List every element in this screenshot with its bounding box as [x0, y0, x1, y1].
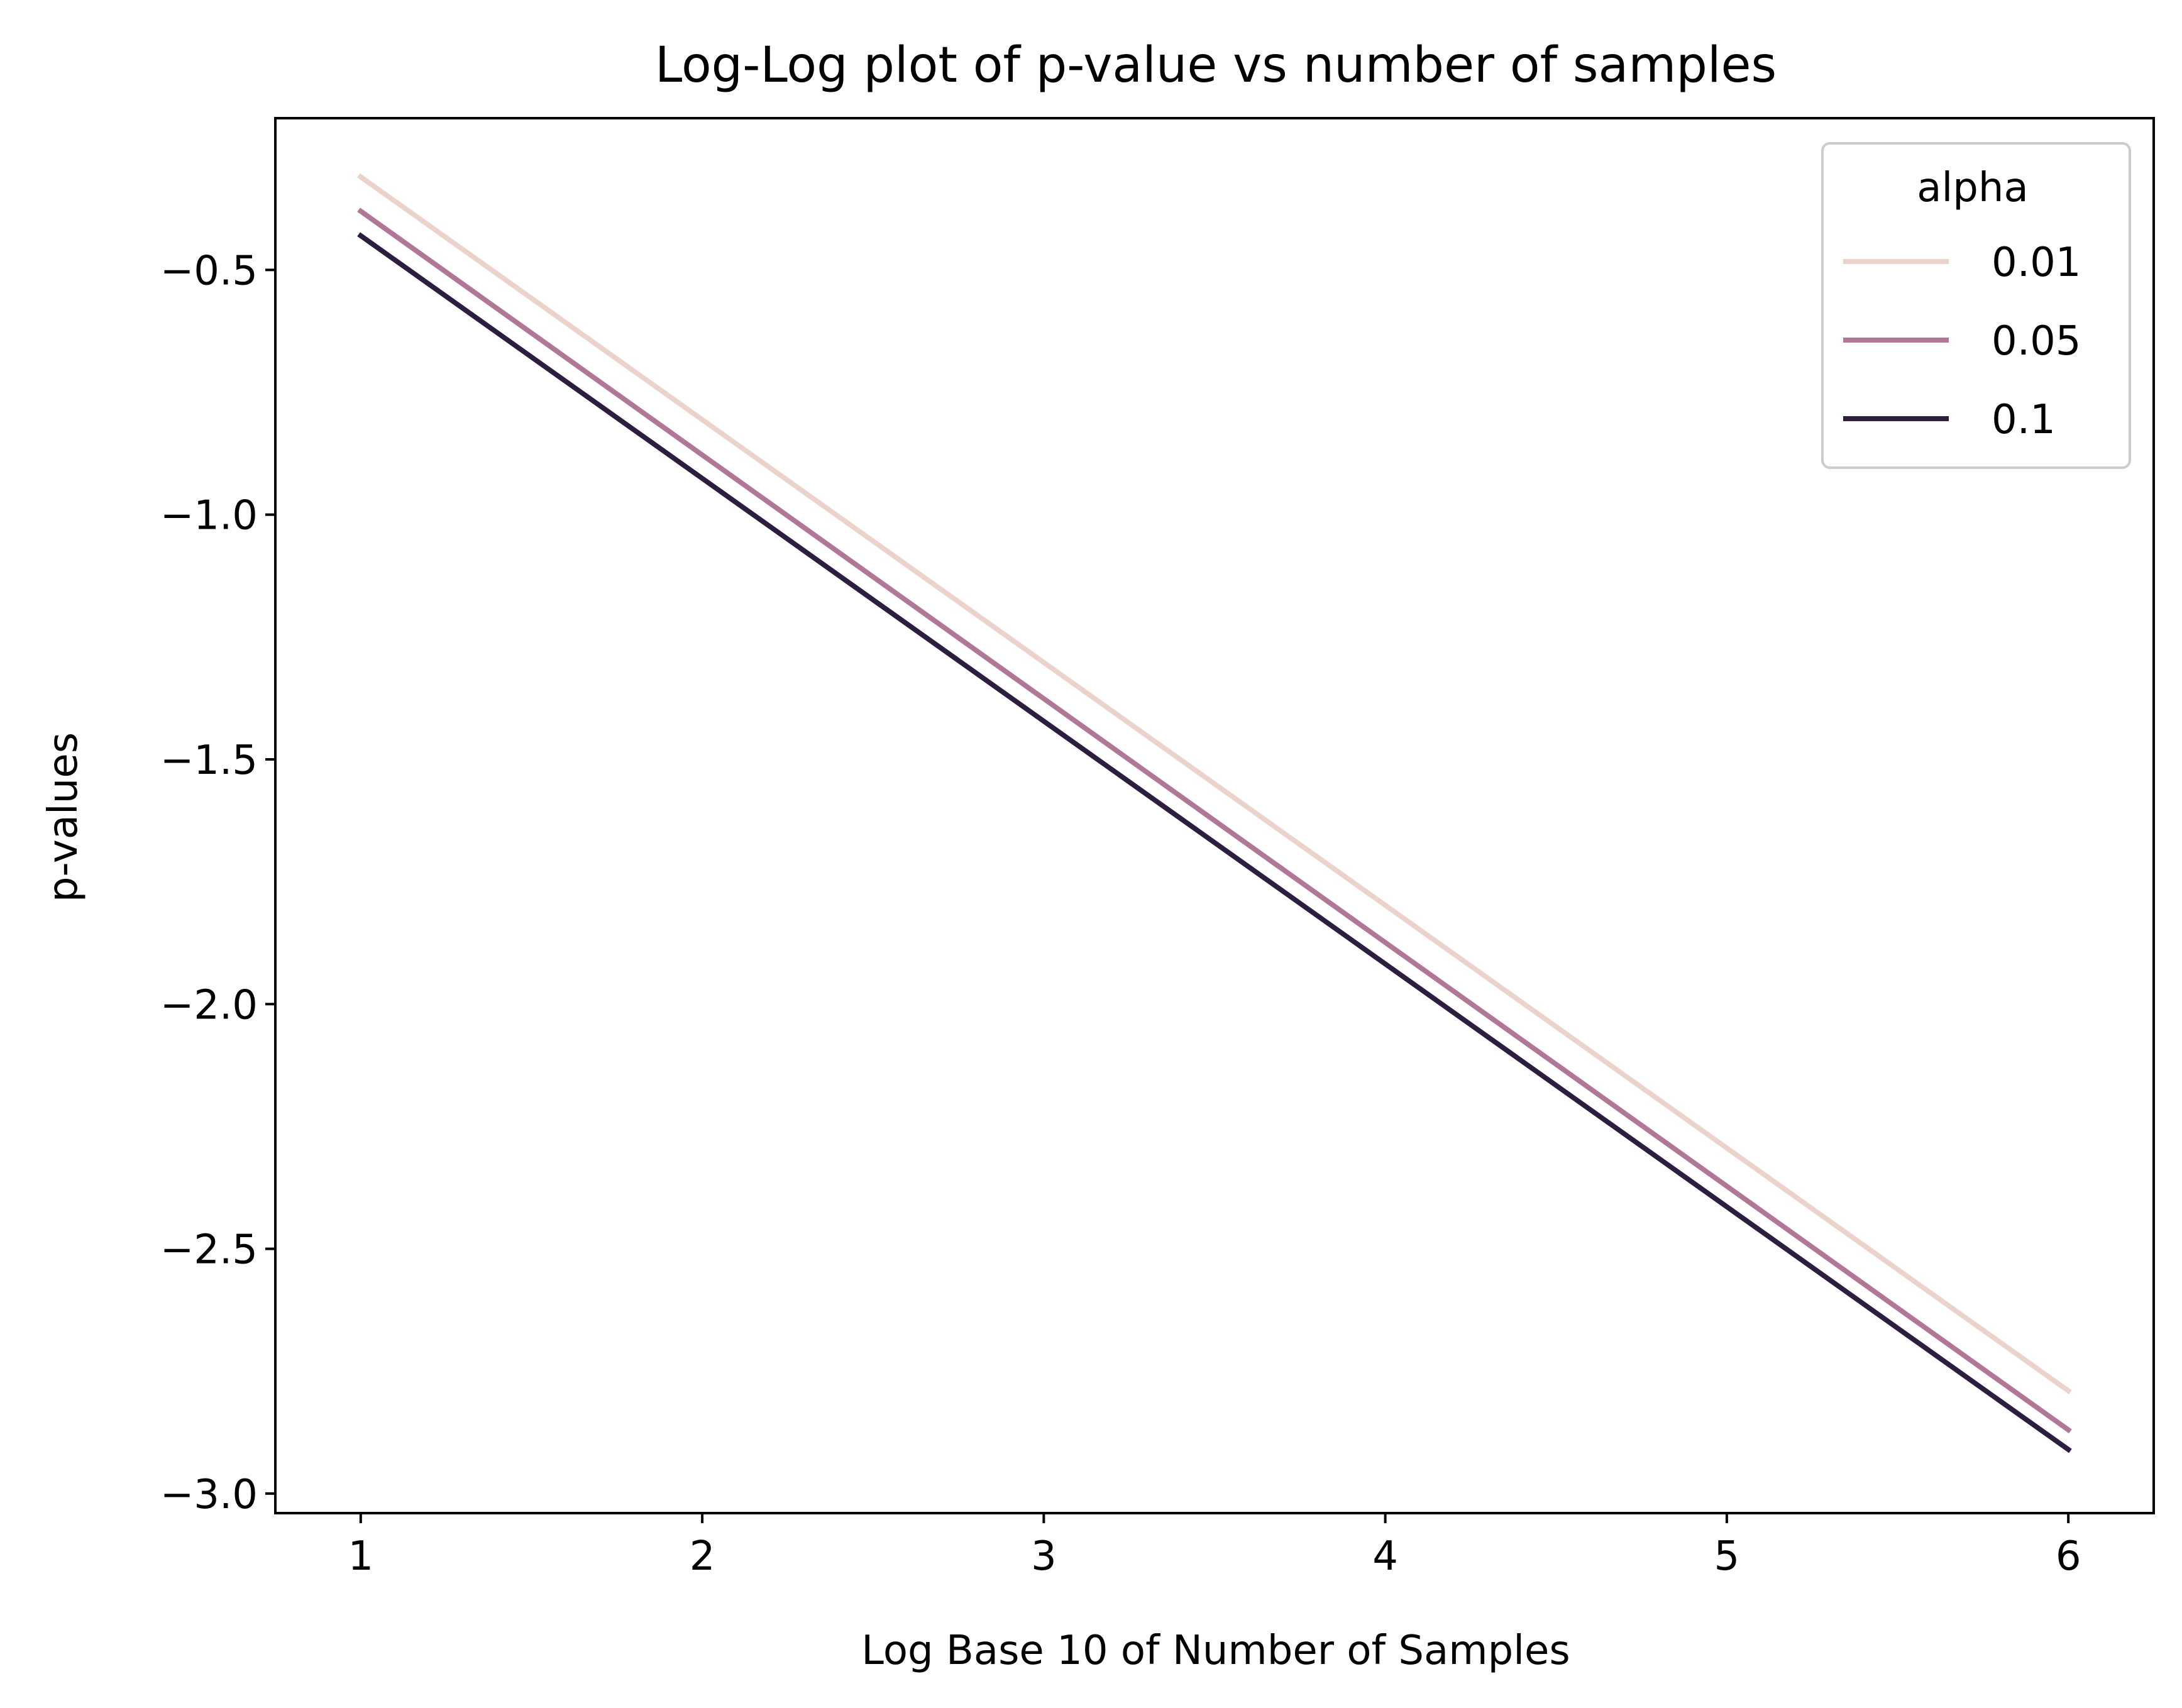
- y-tick-label: −3.0: [160, 1472, 258, 1518]
- legend: alpha 0.01 0.05 0.1: [1821, 142, 2131, 469]
- x-tick-label: 3: [1031, 1533, 1057, 1580]
- x-tick-label: 6: [2056, 1533, 2081, 1580]
- y-tick-label: −1.0: [160, 493, 258, 539]
- y-tick-label: −0.5: [160, 248, 258, 294]
- x-axis-title: Log Base 10 of Number of Samples: [861, 1628, 1570, 1674]
- y-tick-label: −1.5: [160, 737, 258, 784]
- series-line-0.1: [357, 232, 2072, 1453]
- x-tick-label: 2: [690, 1533, 715, 1580]
- x-tick-label: 4: [1372, 1533, 1398, 1580]
- chart-title: Log-Log plot of p-value vs number of sam…: [655, 37, 1777, 94]
- legend-label-0.1: 0.1: [1992, 397, 2056, 443]
- x-axis: 1 2 3 4 5 6: [348, 1513, 2081, 1580]
- y-tick-label: −2.5: [160, 1227, 258, 1274]
- legend-label-0.01: 0.01: [1992, 240, 2081, 286]
- series-line-0.01: [357, 173, 2072, 1394]
- legend-box: [1821, 142, 2131, 469]
- y-tick-label: −2.0: [160, 982, 258, 1028]
- legend-entries: 0.01 0.05 0.1: [1843, 240, 2081, 443]
- x-tick-label: 5: [1714, 1533, 1740, 1580]
- series-layer: [357, 173, 2072, 1453]
- series-line-0.05: [357, 207, 2072, 1434]
- legend-label-0.05: 0.05: [1992, 318, 2081, 365]
- x-tick-label: 1: [348, 1533, 373, 1580]
- y-axis-title: p-values: [40, 732, 87, 902]
- legend-title: alpha: [1917, 165, 2028, 211]
- plot-frame: [274, 117, 2155, 1514]
- y-axis: −0.5 −1.0 −1.5 −2.0 −2.5 −3.0: [160, 248, 275, 1518]
